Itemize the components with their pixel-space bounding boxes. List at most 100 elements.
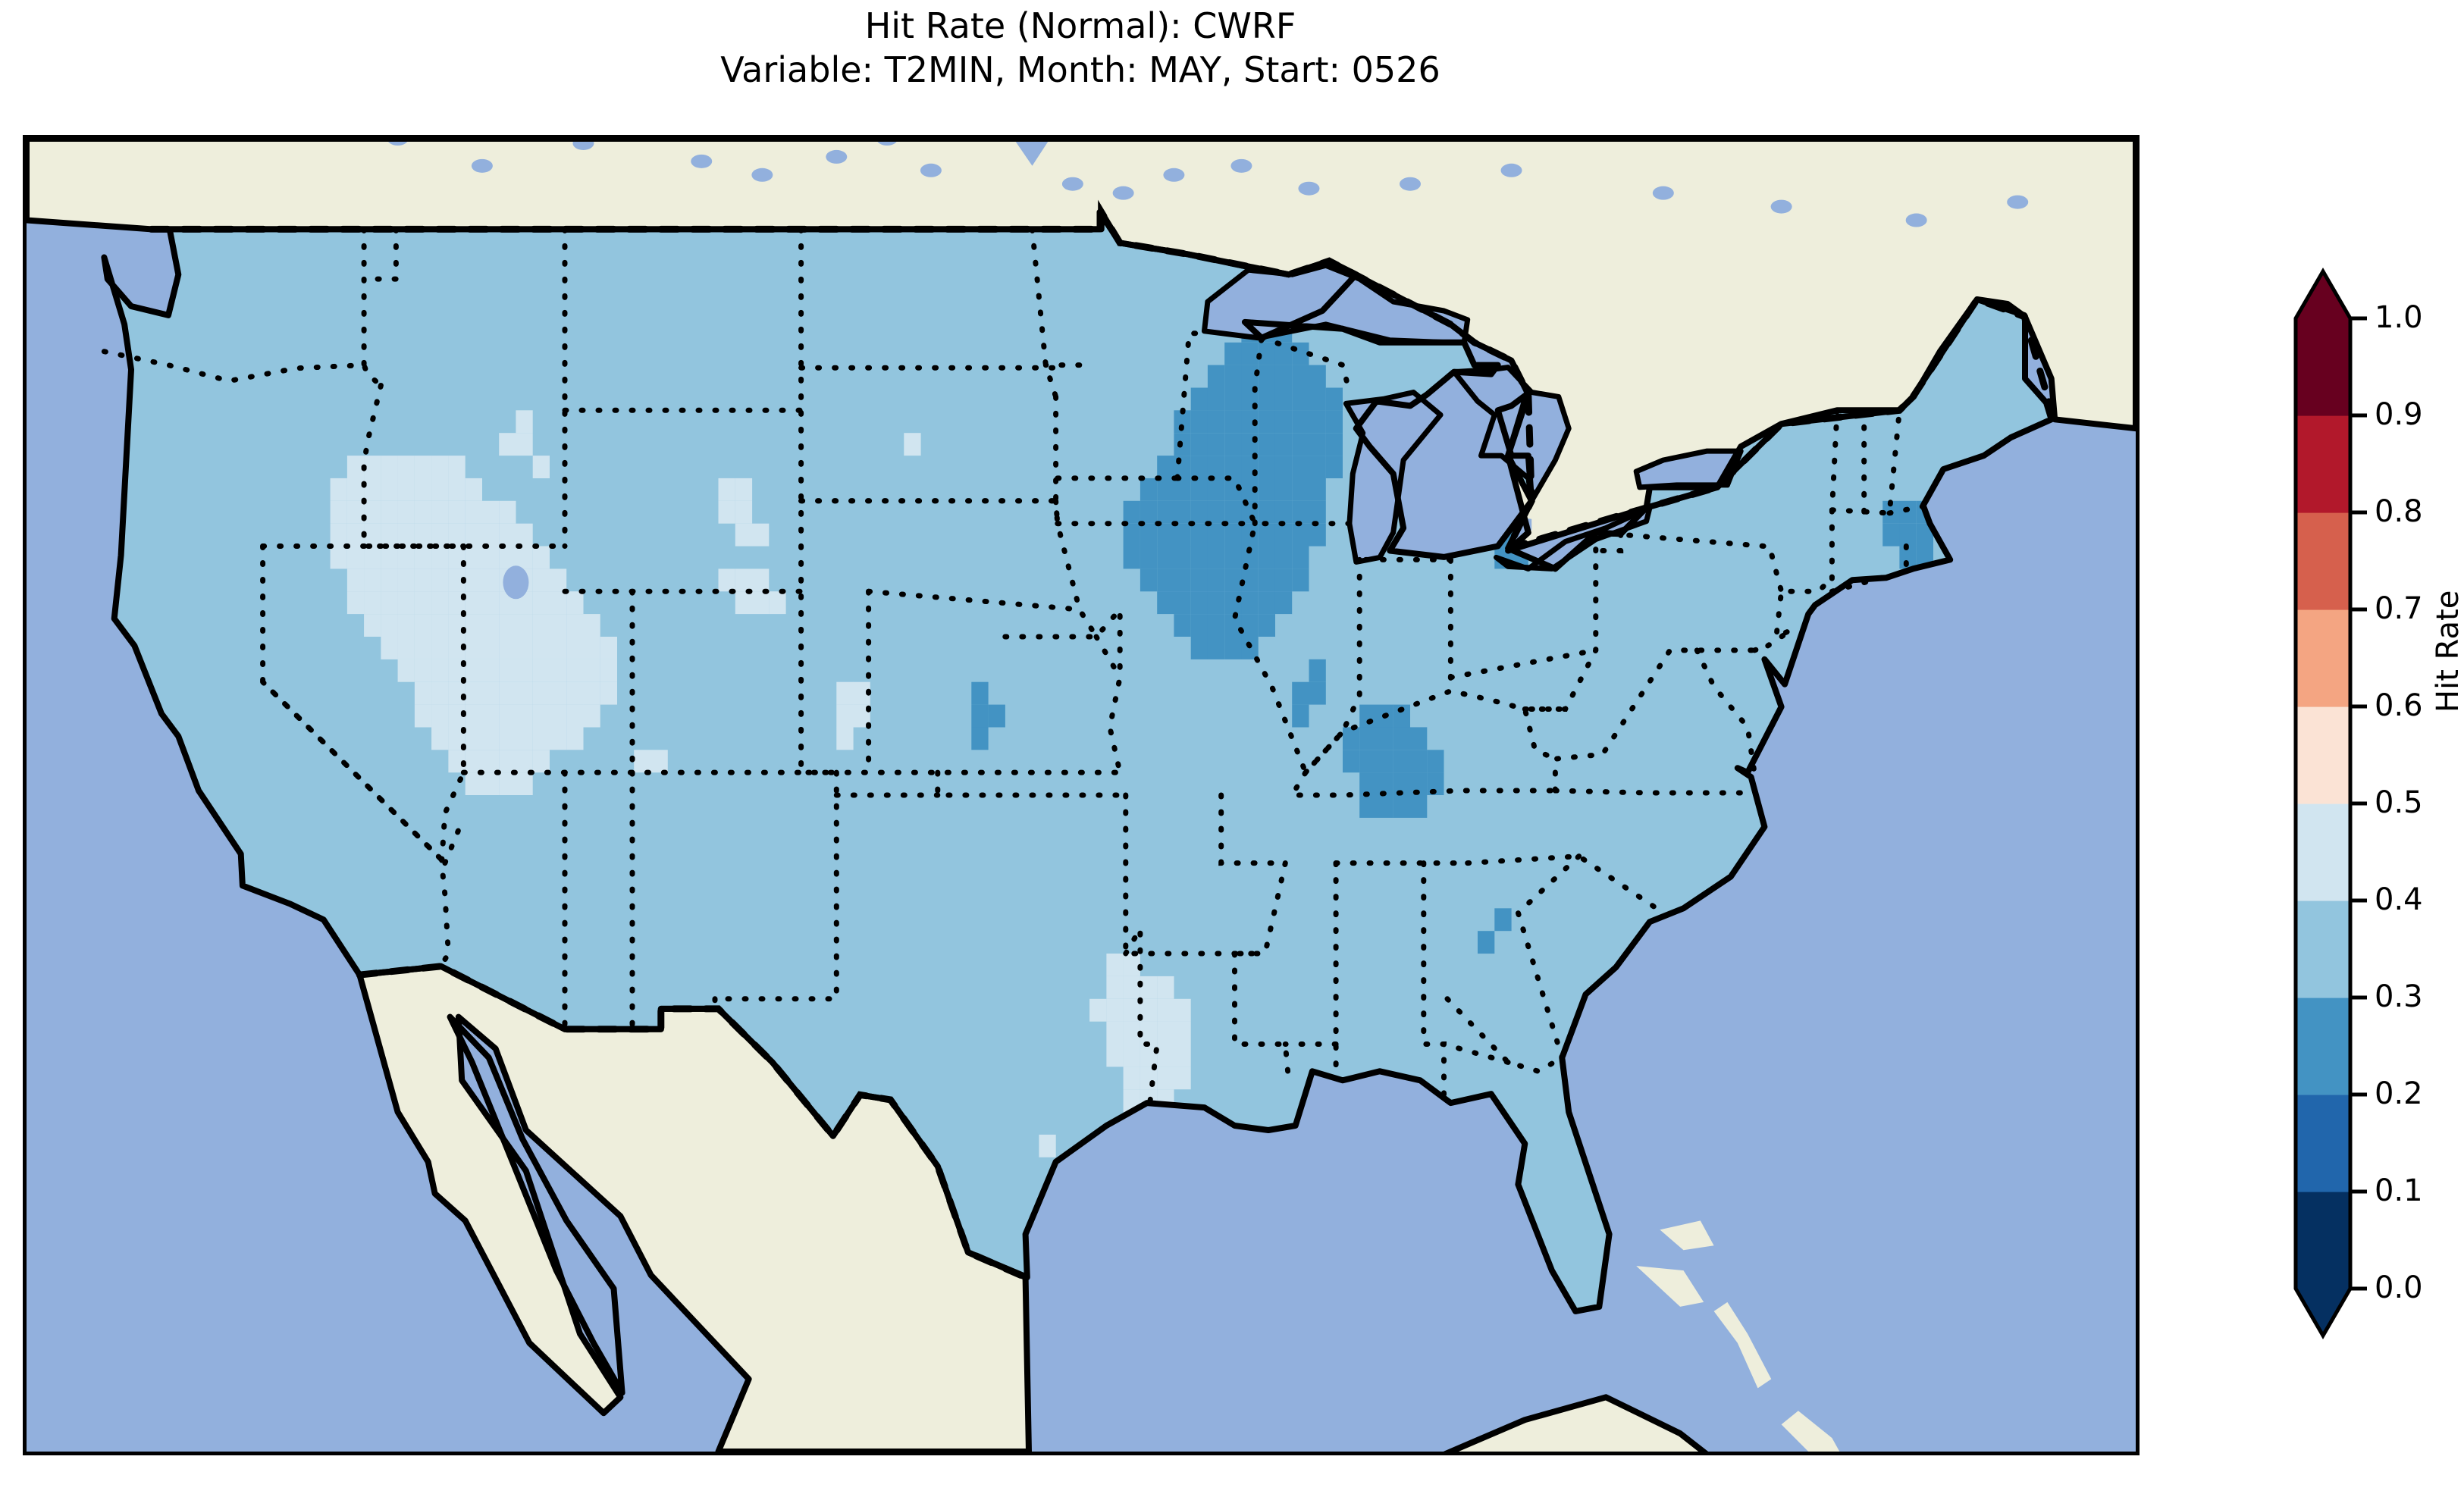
colorbar-tick-label: 0.3	[2375, 979, 2423, 1014]
data-cell-greatbasin	[516, 704, 533, 728]
data-cell-upper-midwest	[1325, 456, 1343, 478]
data-cell-upper-midwest	[1292, 342, 1309, 365]
data-cell-upper-midwest	[1274, 568, 1293, 592]
state-border-32	[1303, 556, 1362, 775]
data-cell-greatbasin	[330, 523, 347, 547]
data-cell-greatbasin	[448, 750, 466, 773]
data-cell-greatbasin	[381, 546, 398, 569]
colorbar-segment	[2296, 415, 2350, 513]
data-cell-greatbasin	[499, 659, 516, 682]
data-cell-upper-midwest	[1292, 546, 1309, 569]
data-cell-greatbasin	[549, 614, 567, 637]
data-cell-easttexas	[1174, 998, 1191, 1022]
data-cell-greatbasin	[431, 727, 449, 750]
data-cell-easttexas	[1123, 1044, 1140, 1067]
lake-huron-coastline	[1451, 365, 1572, 504]
data-cell-upper-midwest	[1258, 342, 1275, 365]
state-border-47	[1441, 1041, 1511, 1065]
data-cell-kansas	[971, 727, 989, 750]
data-cell-upper-midwest	[1207, 500, 1225, 524]
data-cell-upper-midwest	[1224, 591, 1242, 615]
data-cell-upper-midwest	[1224, 433, 1242, 456]
data-cell-easttexas	[1174, 1066, 1191, 1090]
data-cell-upper-midwest	[1207, 614, 1225, 637]
data-cell-easttexas	[1140, 976, 1158, 999]
data-cell-greatbasin	[346, 591, 365, 615]
data-cell-upper-midwest	[1325, 387, 1343, 411]
data-cell-greatbasin	[346, 546, 365, 569]
data-cell-greatbasin	[431, 568, 449, 592]
data-cell-rockies	[499, 433, 516, 456]
gulf-california-coastline	[447, 1013, 625, 1396]
data-cell-upper-midwest	[1258, 500, 1275, 524]
data-cell-greatbasin	[549, 591, 567, 615]
data-cell-greatbasin	[364, 568, 381, 592]
data-cell-upper-midwest	[1325, 433, 1343, 456]
data-cell-upper-midwest	[1274, 591, 1293, 615]
data-cell-kentucky	[1393, 704, 1410, 728]
data-cell-greatbasin	[549, 681, 567, 705]
data-cell-newengland	[1882, 523, 1900, 547]
lake-superior-coastline	[1202, 262, 1471, 346]
data-cell-greatbasin	[516, 614, 533, 637]
data-cell-illinois	[1309, 681, 1326, 705]
data-cell-greatbasin	[566, 681, 584, 705]
canada-lake-8	[1230, 158, 1252, 173]
data-cell-greatbasin	[499, 500, 516, 524]
data-cell-upper-midwest	[1241, 568, 1259, 592]
data-cell-greatbasin	[465, 523, 482, 547]
data-cell-easttexas	[1140, 1044, 1158, 1067]
data-cell-upper-midwest	[1207, 410, 1225, 434]
data-cell-greatbasin	[516, 523, 533, 547]
great-salt-lake	[503, 565, 529, 600]
data-cell-kentucky	[1393, 750, 1410, 773]
data-cell-greatbasin	[516, 546, 533, 569]
data-cell-easttexas	[1123, 954, 1140, 976]
colorbar-extend-over	[2296, 271, 2350, 318]
data-cell-greatbasin	[431, 546, 449, 569]
data-cell-upper-midwest	[1258, 433, 1275, 456]
canada-coastline	[27, 139, 2136, 554]
data-cell-greatbasin	[499, 546, 516, 569]
data-cell-greatbasin	[414, 568, 432, 592]
data-cell-greatbasin	[481, 704, 500, 728]
data-cell-easttexas	[1106, 976, 1124, 999]
state-border-56	[1593, 531, 1624, 553]
data-cell-kentucky	[1393, 772, 1410, 795]
data-cell-kentucky	[1343, 727, 1360, 750]
data-cell-upper-midwest	[1258, 478, 1275, 501]
data-cell-georgia	[1478, 931, 1495, 954]
data-cell-greatbasin	[397, 637, 415, 659]
data-cell-kentucky	[1393, 727, 1410, 750]
data-cell-upper-midwest	[1258, 614, 1275, 637]
colorbar-segment	[2296, 318, 2350, 416]
state-border-45	[1421, 860, 1447, 1110]
canada-lake-13	[1770, 199, 1792, 214]
colorbar-segment	[2296, 706, 2350, 804]
data-cell-greatbasin	[465, 750, 482, 773]
data-cell-greatbasin	[381, 637, 398, 659]
data-cell-upper-midwest	[1309, 523, 1326, 547]
data-cell-rockies	[735, 591, 753, 615]
mexico-coastline	[356, 963, 1032, 1452]
data-cell-kentucky	[1410, 772, 1428, 795]
state-border-40	[1694, 647, 1757, 775]
data-cell-upper-midwest	[1274, 365, 1293, 388]
data-cell-greatbasin	[600, 637, 617, 659]
data-cell-kansas	[988, 704, 1005, 728]
data-cell-misc	[904, 433, 921, 456]
data-cell-kansas	[971, 704, 989, 728]
data-cell-easttexas	[1157, 976, 1174, 999]
data-cell-kansas	[971, 681, 989, 705]
data-cell-greatbasin	[583, 704, 600, 728]
cuba-landmass	[1450, 1397, 1704, 1452]
data-cell-upper-midwest	[1292, 568, 1309, 592]
data-cell-rockies	[752, 568, 770, 592]
colorbar-tick-label: 0.4	[2375, 882, 2423, 917]
data-cell-rockies	[735, 500, 753, 524]
data-cell-upper-midwest	[1207, 456, 1225, 478]
data-cell-upper-midwest	[1274, 456, 1293, 478]
data-cell-greatbasin	[583, 659, 600, 682]
data-cell-kentucky	[1410, 750, 1428, 773]
map-panel	[23, 135, 2140, 1455]
